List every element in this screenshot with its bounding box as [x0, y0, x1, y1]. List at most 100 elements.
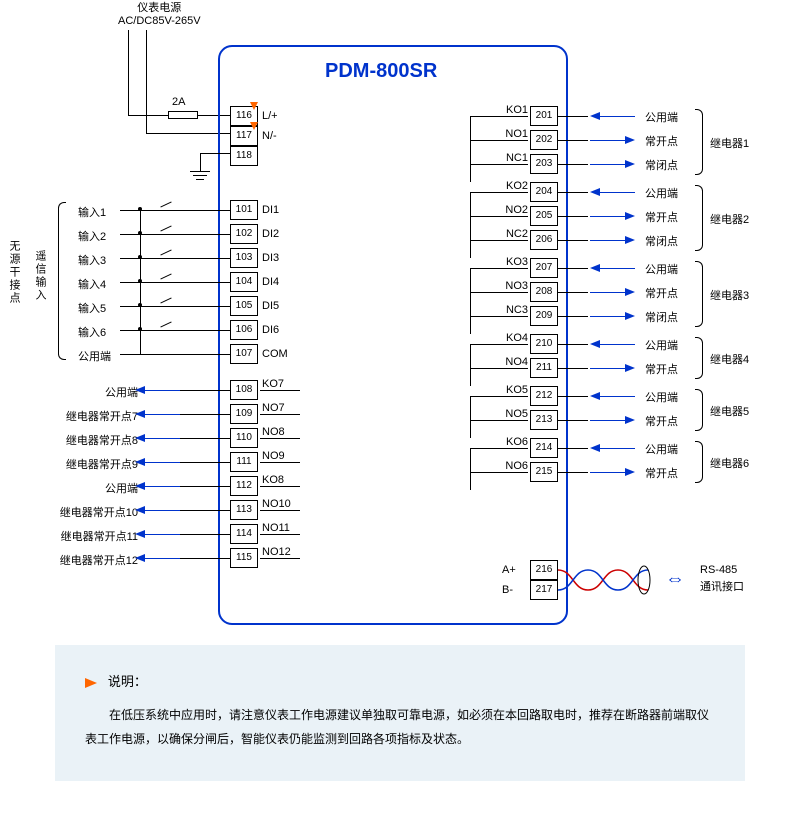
arrow-right-icon [625, 136, 635, 144]
arrow-left-icon [135, 458, 145, 466]
pin-label: DI3 [262, 252, 279, 264]
pin-label: NO7 [262, 402, 285, 414]
pin-label: KO6 [498, 436, 528, 448]
pin-label: NC2 [498, 228, 528, 240]
comm-label2: 通讯接口 [700, 578, 744, 594]
pin-label: KO8 [262, 474, 284, 486]
relay-group-label: 继电器2 [710, 211, 749, 227]
terminal-105: 105 [230, 296, 258, 316]
terminal-106: 106 [230, 320, 258, 340]
arrow-right-icon [625, 416, 635, 424]
pin-label: NO11 [262, 522, 290, 534]
relay-contact-label: 常闭点 [645, 157, 678, 173]
pin-label: NO3 [498, 280, 528, 292]
pin-label: NO10 [262, 498, 291, 510]
relay-contact-label: 常开点 [645, 209, 678, 225]
pin-label: NO12 [262, 546, 291, 558]
relay-contact-label: 常开点 [645, 361, 678, 377]
pin-label: L/+ [262, 110, 278, 122]
note-body: 在低压系统中应用时，请注意仪表工作电源建议单独取可靠电源，如必须在本回路取电时，… [85, 703, 715, 751]
pin-label: COM [262, 348, 288, 360]
arrow-right-icon [625, 468, 635, 476]
pin-label: DI4 [262, 276, 279, 288]
pin-label: NO9 [262, 450, 285, 462]
wiring-diagram: 仪表电源 AC/DC85V-265V 2A PDM-800SR 116L/+11… [0, 0, 800, 635]
terminal-208: 208 [530, 282, 558, 302]
pin-label: NO2 [498, 204, 528, 216]
arrow-left-icon [135, 410, 145, 418]
pin-label: NC3 [498, 304, 528, 316]
power-label: 仪表电源 AC/DC85V-265V [118, 2, 201, 28]
terminal-112: 112 [230, 476, 258, 496]
pin-label: KO5 [498, 384, 528, 396]
relay-contact-label: 常开点 [645, 133, 678, 149]
comm-label: RS-485 [700, 564, 737, 576]
relay-contact-label: 常开点 [645, 465, 678, 481]
terminal-102: 102 [230, 224, 258, 244]
brace-icon [695, 441, 703, 483]
arrow-right-icon [625, 364, 635, 372]
comm-pin-label: B- [502, 584, 513, 596]
relay-contact-label: 常开点 [645, 413, 678, 429]
relay-group-label: 继电器5 [710, 403, 749, 419]
terminal-107: 107 [230, 344, 258, 364]
terminal-217: 217 [530, 580, 558, 600]
marker-icon [250, 102, 258, 110]
pin-label: KO7 [262, 378, 284, 390]
arrow-left-icon [135, 554, 145, 562]
side-label-a: 无源干接点 [6, 240, 22, 305]
terminal-216: 216 [530, 560, 558, 580]
arrow-right-icon [625, 236, 635, 244]
arrow-left-icon [590, 112, 600, 120]
arrow-left-icon [590, 340, 600, 348]
arrow-left-icon [590, 444, 600, 452]
relay-contact-label: 公用端 [645, 109, 678, 125]
relay-contact-label: 常闭点 [645, 233, 678, 249]
arrow-left-icon [590, 264, 600, 272]
terminal-205: 205 [530, 206, 558, 226]
pin-label: NO5 [498, 408, 528, 420]
terminal-101: 101 [230, 200, 258, 220]
pin-label: NC1 [498, 152, 528, 164]
device-title: PDM-800SR [325, 60, 437, 83]
terminal-114: 114 [230, 524, 258, 544]
pin-label: DI2 [262, 228, 279, 240]
di-input-label: 输入2 [78, 228, 106, 244]
arrow-right-icon [625, 288, 635, 296]
arrow-left-icon [135, 530, 145, 538]
pin-label: DI6 [262, 324, 279, 336]
terminal-202: 202 [530, 130, 558, 150]
relay-contact-label: 常闭点 [645, 309, 678, 325]
relay-contact-label: 公用端 [645, 441, 678, 457]
di-input-label: 输入3 [78, 252, 106, 268]
pin-label: DI1 [262, 204, 279, 216]
left-out-label: 继电器常开点8 [48, 432, 138, 448]
pin-label: KO1 [498, 104, 528, 116]
terminal-204: 204 [530, 182, 558, 202]
terminal-109: 109 [230, 404, 258, 424]
double-arrow-icon: ⇔ [665, 568, 685, 591]
di-input-label: 公用端 [78, 348, 111, 364]
terminal-212: 212 [530, 386, 558, 406]
terminal-103: 103 [230, 248, 258, 268]
fuse-icon [168, 111, 198, 119]
brace-icon [695, 261, 703, 327]
pin-label: KO4 [498, 332, 528, 344]
relay-group-label: 继电器4 [710, 351, 749, 367]
terminal-203: 203 [530, 154, 558, 174]
marker-icon [250, 122, 258, 130]
di-input-label: 输入1 [78, 204, 106, 220]
terminal-214: 214 [530, 438, 558, 458]
terminal-111: 111 [230, 452, 258, 472]
pin-label: NO8 [262, 426, 285, 438]
twisted-pair-icon [558, 562, 658, 598]
terminal-210: 210 [530, 334, 558, 354]
terminal-215: 215 [530, 462, 558, 482]
pin-label: KO2 [498, 180, 528, 192]
left-out-label: 继电器常开点7 [48, 408, 138, 424]
left-out-label: 继电器常开点10 [48, 504, 138, 520]
left-out-label: 继电器常开点9 [48, 456, 138, 472]
brace-icon [695, 389, 703, 431]
terminal-113: 113 [230, 500, 258, 520]
arrow-right-icon [625, 212, 635, 220]
